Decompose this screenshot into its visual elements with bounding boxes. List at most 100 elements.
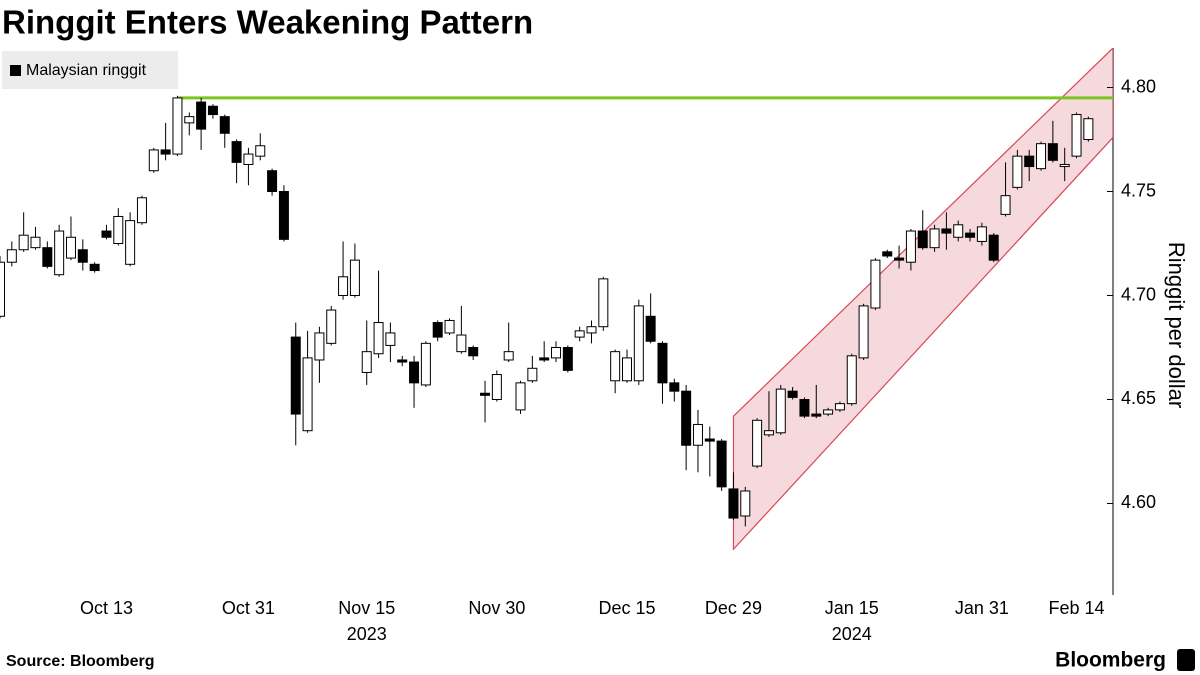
candle-body [326,309,337,344]
legend-box [2,51,178,89]
x-year-label: 2024 [832,624,872,644]
candle-body [1071,114,1082,157]
candle-body [373,322,384,355]
candle-body [574,330,585,338]
candle-body [1000,195,1011,215]
candle-body [468,346,479,357]
candle-body [6,249,17,263]
candle-body [976,226,987,242]
candle-body [539,357,550,361]
candle-body [432,322,443,338]
candle-body [787,390,798,398]
legend-label: Malaysian ringgit [26,62,147,79]
candle-body [136,197,147,224]
y-tick-label: 4.80 [1121,76,1156,96]
y-tick-label: 4.60 [1121,492,1156,512]
channel [732,48,1113,551]
x-tick-label: Jan 15 [825,598,879,618]
source: Source: Bloomberg [6,653,154,670]
candle-body [1083,118,1094,141]
chart-title: Ringgit Enters Weakening Pattern [2,4,533,41]
candle-body [846,355,857,405]
candle-body [148,149,159,172]
candle-body [823,409,834,415]
candle-body [420,342,431,386]
candle-body [681,390,692,446]
candle-body [101,230,112,238]
brand: Bloomberg [1055,649,1166,672]
candle-body [527,367,538,382]
candle-body [929,228,940,249]
candle-body [54,230,65,276]
candle-body [752,419,763,467]
candle-body [669,382,680,392]
candle-body [894,257,905,261]
candle-body [1024,155,1035,168]
candle-body [255,145,266,157]
candle-body [89,263,100,272]
candle-body [551,346,562,359]
x-tick-label: Jan 31 [955,598,1009,618]
candle-body [740,490,751,517]
candle-body [728,488,739,519]
candle-body [65,236,76,259]
x-tick-label: Oct 13 [80,598,133,618]
candle-body [503,351,514,361]
x-year-label: 2023 [347,624,387,644]
candle-body [633,305,644,382]
candle-body [314,332,325,361]
candle-body [799,398,810,417]
candle-body [645,315,656,342]
candle-body [361,351,372,373]
candle-body [184,116,195,124]
x-tick-label: Nov 15 [338,598,395,618]
candle-body [716,440,727,488]
candle-body [775,388,786,434]
candle-body [882,251,893,257]
candle-body [42,247,53,267]
candle-body [267,170,278,193]
x-tick-label: Dec 29 [705,598,762,618]
candle-body [243,153,254,165]
x-tick-label: Nov 30 [468,598,525,618]
candle-body [290,336,301,415]
candle-body [349,259,360,297]
candle-body [385,332,396,346]
candle-body [610,351,621,382]
candle-body [692,423,703,446]
candle-body [77,249,88,263]
candle-body [917,230,928,249]
candle-body [207,105,218,116]
candle-body [562,346,573,371]
candle-body [196,101,207,130]
legend-swatch [10,65,21,76]
x-tick-label: Feb 14 [1049,598,1105,618]
candle-body [278,191,289,240]
y-tick-label: 4.70 [1121,284,1156,304]
candle-body [704,438,715,442]
candle-body [586,326,597,334]
candle-body [941,228,952,234]
plot-area [0,48,1113,551]
candle-body [113,215,124,245]
candle-body [1012,155,1023,188]
candle-body [1047,143,1058,161]
candle-body [1059,163,1070,168]
candle-body [965,232,976,238]
candle-body [515,382,526,411]
x-tick-label: Oct 31 [222,598,275,618]
y-tick-label: 4.65 [1121,388,1156,408]
candle-body [302,357,313,432]
candle-body [125,220,136,265]
y-tick-label: 4.75 [1121,180,1156,200]
candle-body [30,236,41,249]
candle-body [870,259,881,309]
candle-body [338,276,349,297]
candle-body [834,403,845,411]
candle-body [409,361,420,384]
candle-body [219,116,230,134]
candle-body [657,342,668,384]
candle-body [811,413,822,417]
candle-body [905,230,916,263]
